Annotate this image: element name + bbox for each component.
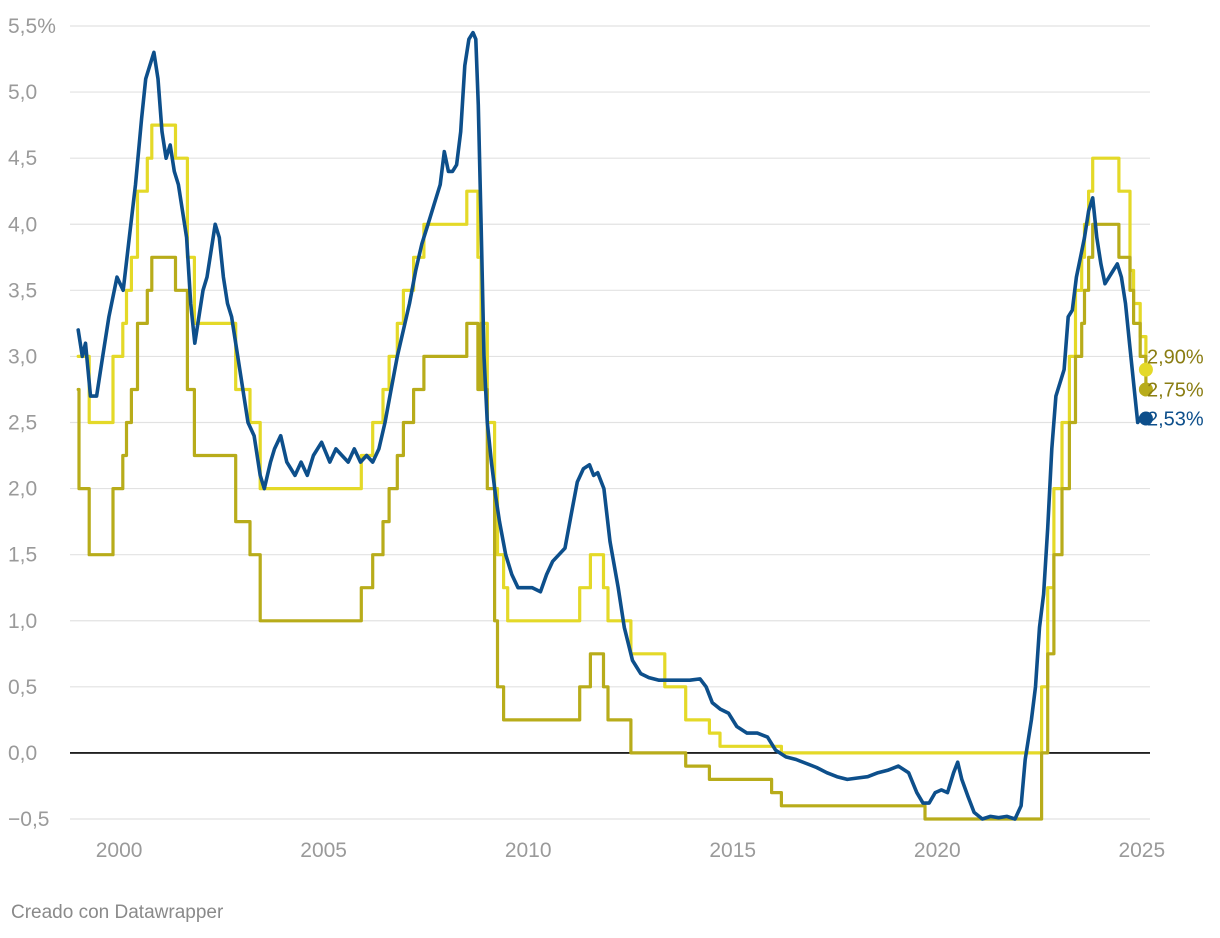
y-tick-label: 1,5	[8, 544, 37, 567]
y-tick-label: 0,0	[8, 742, 37, 765]
series-line-1	[76, 123, 1148, 755]
end-value-label: 2,90%	[1147, 347, 1204, 369]
credit-text: Creado con Datawrapper	[11, 902, 224, 923]
y-tick-label: 0,5	[8, 676, 37, 699]
y-tick-label: 5,5%	[8, 15, 56, 38]
end-value-label: 2,75%	[1147, 379, 1204, 401]
end-point-marker	[1138, 411, 1153, 426]
x-tick-label: 2010	[505, 839, 552, 862]
x-tick-label: 2000	[96, 839, 143, 862]
series-line-2	[76, 222, 1148, 821]
end-point-marker	[1138, 382, 1153, 397]
y-tick-label: 3,0	[8, 345, 37, 368]
gridlines	[70, 25, 1150, 820]
x-tick-label: 2015	[709, 839, 756, 862]
y-tick-label: −0,5	[8, 808, 49, 831]
end-markers: 2,90% 2,75% 2,53%	[1138, 347, 1204, 431]
series-lines	[76, 30, 1148, 821]
end-point-marker	[1138, 362, 1153, 377]
end-value-label: 2,53%	[1147, 409, 1204, 431]
y-tick-label: 5,0	[8, 81, 37, 104]
y-tick-label: 2,0	[8, 478, 37, 501]
y-axis: −0,5 0,0 0,5 1,0 1,5 2,0 2,5 3,0 3,5 4,0 4,5 5,0 5,5…	[8, 15, 56, 831]
x-tick-label: 2025	[1118, 839, 1165, 862]
y-tick-label: 4,0	[8, 213, 37, 236]
y-tick-label: 1,0	[8, 610, 37, 633]
y-tick-label: 4,5	[8, 147, 37, 170]
series-line-3	[76, 30, 1148, 821]
x-tick-label: 2005	[300, 839, 347, 862]
x-tick-label: 2020	[914, 839, 961, 862]
y-tick-label: 3,5	[8, 279, 37, 302]
y-tick-label: 2,5	[8, 412, 37, 435]
x-axis: 2000 2005 2010 2015 2020 2025	[96, 839, 1165, 862]
